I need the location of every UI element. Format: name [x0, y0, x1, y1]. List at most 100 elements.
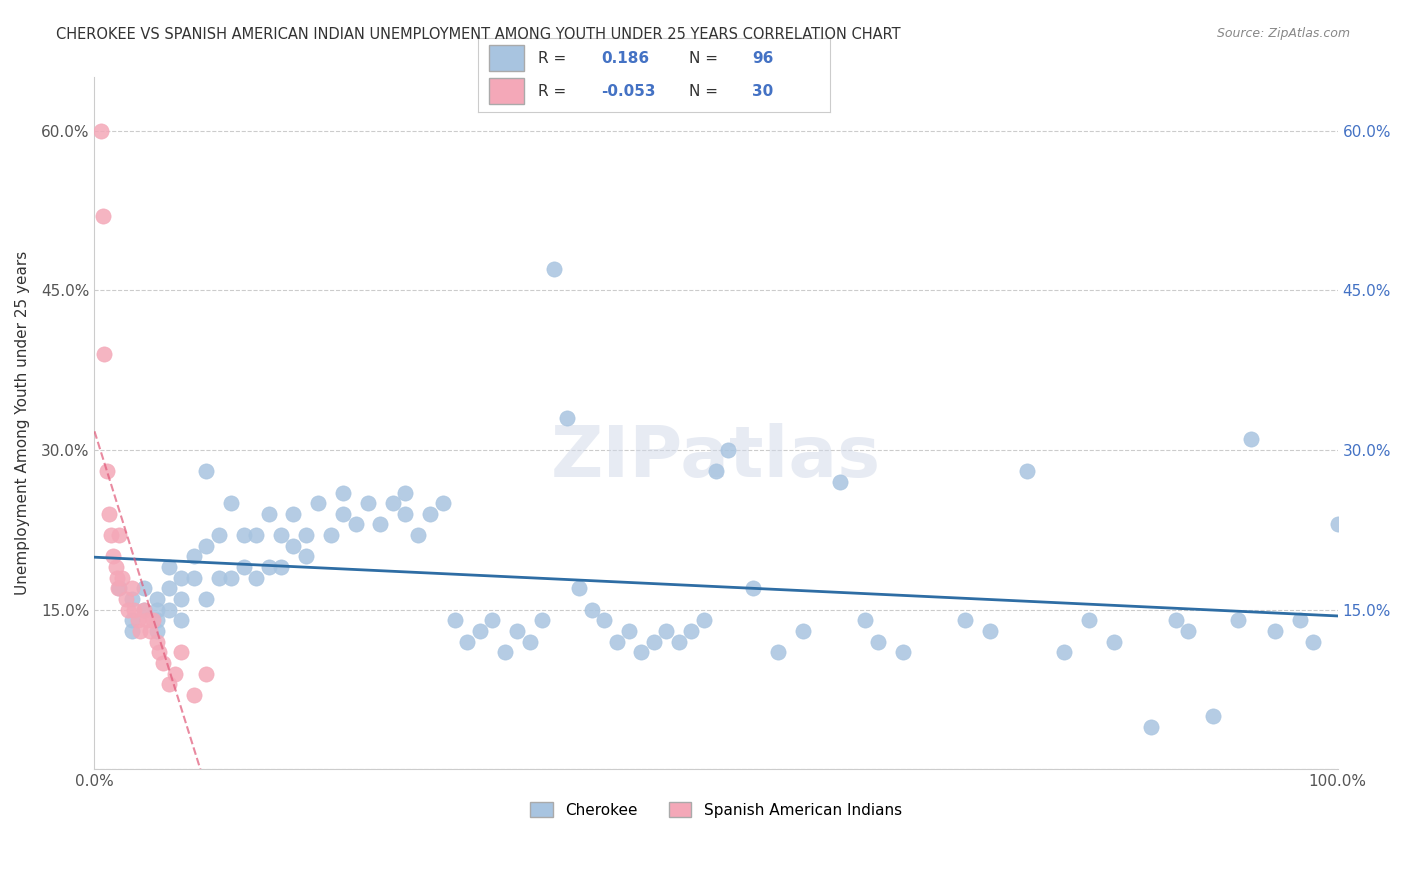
Point: [270, 528, 292, 542]
Point: [135, 613, 157, 627]
Point: [101, 549, 124, 564]
Text: R =: R =: [538, 51, 571, 66]
Point: [170, 571, 193, 585]
Point: [183, 549, 205, 564]
Point: [232, 528, 254, 542]
Point: [145, 602, 167, 616]
Point: [90, 123, 112, 137]
Point: [145, 613, 167, 627]
Text: Source: ZipAtlas.com: Source: ZipAtlas.com: [1216, 27, 1350, 40]
Point: [100, 528, 122, 542]
FancyBboxPatch shape: [489, 45, 524, 71]
Point: [643, 634, 665, 648]
Point: [270, 560, 292, 574]
Point: [319, 528, 342, 542]
Point: [1227, 613, 1250, 627]
Point: [283, 539, 305, 553]
Point: [1289, 613, 1312, 627]
Point: [145, 592, 167, 607]
Point: [295, 528, 318, 542]
Point: [195, 666, 218, 681]
Point: [668, 634, 690, 648]
Point: [692, 613, 714, 627]
Point: [481, 613, 503, 627]
Point: [170, 645, 193, 659]
Point: [134, 602, 156, 616]
Point: [127, 613, 149, 627]
Point: [145, 624, 167, 638]
Legend: Cherokee, Spanish American Indians: Cherokee, Spanish American Indians: [524, 796, 908, 824]
Point: [208, 571, 231, 585]
Point: [121, 592, 143, 607]
Point: [630, 645, 652, 659]
Point: [543, 262, 565, 277]
Text: N =: N =: [689, 84, 723, 98]
Point: [139, 624, 162, 638]
Point: [617, 624, 640, 638]
Point: [394, 485, 416, 500]
Text: 96: 96: [752, 51, 773, 66]
Point: [1326, 517, 1348, 532]
Point: [519, 634, 541, 648]
Point: [295, 549, 318, 564]
Text: R =: R =: [538, 84, 571, 98]
Point: [506, 624, 529, 638]
Point: [456, 634, 478, 648]
Point: [1078, 613, 1101, 627]
Point: [93, 347, 115, 361]
Point: [1239, 433, 1261, 447]
Point: [152, 656, 174, 670]
Point: [257, 560, 280, 574]
Point: [419, 507, 441, 521]
Point: [208, 528, 231, 542]
Point: [370, 517, 392, 532]
Point: [257, 507, 280, 521]
Point: [1202, 709, 1225, 723]
Point: [1053, 645, 1076, 659]
Point: [219, 496, 242, 510]
Point: [108, 528, 131, 542]
Text: 30: 30: [752, 84, 773, 98]
Point: [134, 602, 156, 616]
Point: [530, 613, 553, 627]
Point: [129, 624, 152, 638]
Text: 0.186: 0.186: [602, 51, 650, 66]
Point: [157, 677, 180, 691]
Point: [121, 613, 143, 627]
Point: [468, 624, 491, 638]
Point: [98, 507, 121, 521]
Point: [866, 634, 889, 648]
Point: [853, 613, 876, 627]
Point: [108, 582, 131, 596]
Point: [121, 582, 143, 596]
Point: [1177, 624, 1199, 638]
Point: [394, 507, 416, 521]
Point: [1302, 634, 1324, 648]
Text: -0.053: -0.053: [602, 84, 655, 98]
Point: [766, 645, 789, 659]
Point: [232, 560, 254, 574]
Point: [157, 560, 180, 574]
Point: [96, 464, 118, 478]
Point: [681, 624, 703, 638]
Point: [114, 592, 136, 607]
Point: [195, 464, 218, 478]
Point: [742, 582, 765, 596]
Point: [704, 464, 727, 478]
Point: [170, 592, 193, 607]
Point: [183, 688, 205, 702]
Point: [444, 613, 467, 627]
Point: [307, 496, 329, 510]
Point: [606, 634, 628, 648]
Point: [157, 582, 180, 596]
Point: [357, 496, 380, 510]
Point: [1164, 613, 1187, 627]
Point: [107, 582, 129, 596]
Point: [1015, 464, 1038, 478]
Point: [381, 496, 404, 510]
Point: [717, 442, 740, 457]
Point: [332, 507, 354, 521]
Point: [157, 602, 180, 616]
Point: [891, 645, 914, 659]
Point: [170, 613, 193, 627]
